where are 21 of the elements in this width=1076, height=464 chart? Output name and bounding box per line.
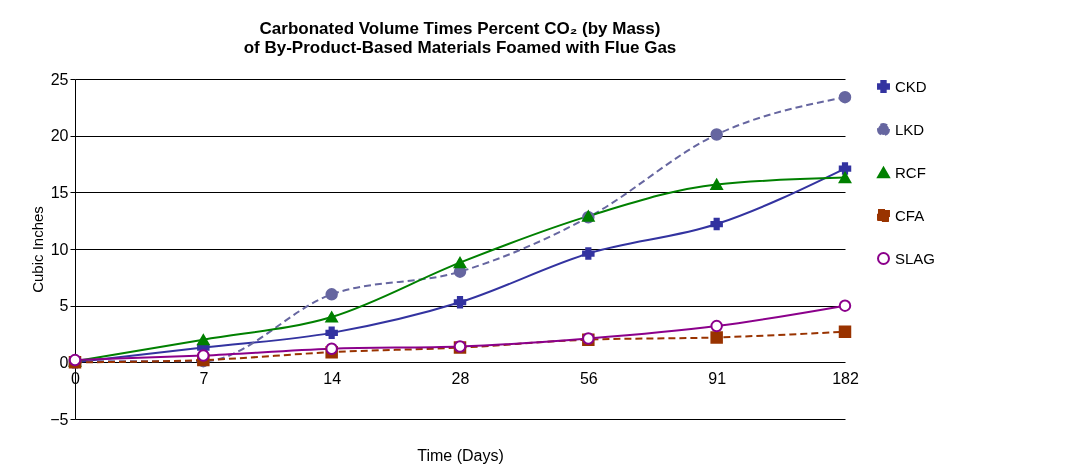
x-tick-label: 7 bbox=[199, 369, 209, 387]
y-tick-label: 0 bbox=[59, 353, 69, 371]
y-tick-label: −5 bbox=[50, 410, 69, 428]
x-axis-title: Time (Days) bbox=[417, 446, 504, 464]
x-tick-label: 14 bbox=[323, 369, 342, 387]
legend-label: CKD bbox=[895, 77, 927, 95]
y-tick-label: 5 bbox=[59, 297, 69, 315]
y-axis-title: Cubic Inches bbox=[29, 206, 47, 293]
legend-label: SLAG bbox=[895, 249, 936, 267]
legend-label: LKD bbox=[895, 120, 925, 138]
x-tick-label: 28 bbox=[451, 369, 470, 387]
y-tick-label: 20 bbox=[50, 127, 69, 145]
x-tick-label: 91 bbox=[708, 369, 727, 387]
chart-title: Carbonated Volume Times Percent CO₂ (by Mass) of By-Product-Based Materials Foamed with Flue Gas bbox=[243, 19, 677, 57]
x-tick-label: 182 bbox=[832, 369, 859, 387]
y-tick-label: 15 bbox=[50, 183, 69, 201]
legend-label: RCF bbox=[895, 163, 926, 181]
x-tick-label: 56 bbox=[579, 369, 598, 387]
y-tick-label: 10 bbox=[50, 240, 69, 258]
legend-label: CFA bbox=[895, 206, 925, 224]
y-tick-label: 25 bbox=[50, 70, 69, 88]
